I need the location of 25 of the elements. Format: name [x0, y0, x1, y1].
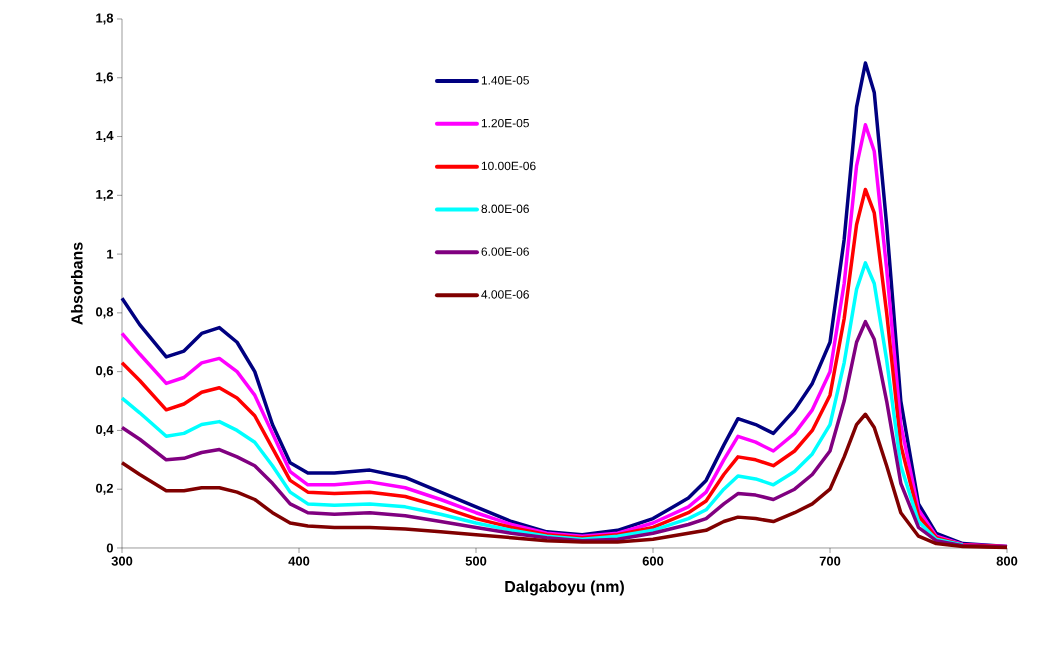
y-tick-label: 1,6	[96, 72, 114, 84]
legend-label: 1.40E-05	[481, 76, 529, 85]
y-tick-label: 0,2	[96, 483, 113, 495]
legend-label: 8.00E-06	[481, 204, 529, 214]
x-tick-label: 500	[465, 556, 487, 566]
y-axis-title: Absorbans	[70, 242, 83, 325]
y-tick-label: 0,6	[96, 366, 114, 378]
y-tick-label: 0,4	[96, 424, 114, 436]
legend-label: 10.00E-06	[481, 161, 536, 171]
x-tick-label: 400	[288, 556, 310, 566]
y-tick-label: 1,8	[96, 13, 114, 25]
y-tick-label: 0,8	[96, 307, 114, 319]
x-tick-label: 700	[819, 556, 841, 566]
legend-label: 4.00E-06	[481, 290, 529, 299]
x-tick-label: 600	[642, 556, 664, 566]
x-tick-label: 300	[111, 556, 133, 566]
y-tick-label: 1,2	[96, 189, 113, 201]
x-tick-label: 800	[996, 556, 1018, 566]
x-axis-title: Dalgaboyu (nm)	[505, 580, 624, 596]
line-series	[120, 261, 965, 547]
legend-label: 1.20E-05	[481, 118, 529, 128]
legend-label: 6.00E-06	[481, 247, 529, 256]
y-tick-label: 1,4	[96, 131, 114, 142]
y-tick-label: 1	[107, 249, 114, 259]
y-tick-label: 0	[106, 543, 113, 553]
